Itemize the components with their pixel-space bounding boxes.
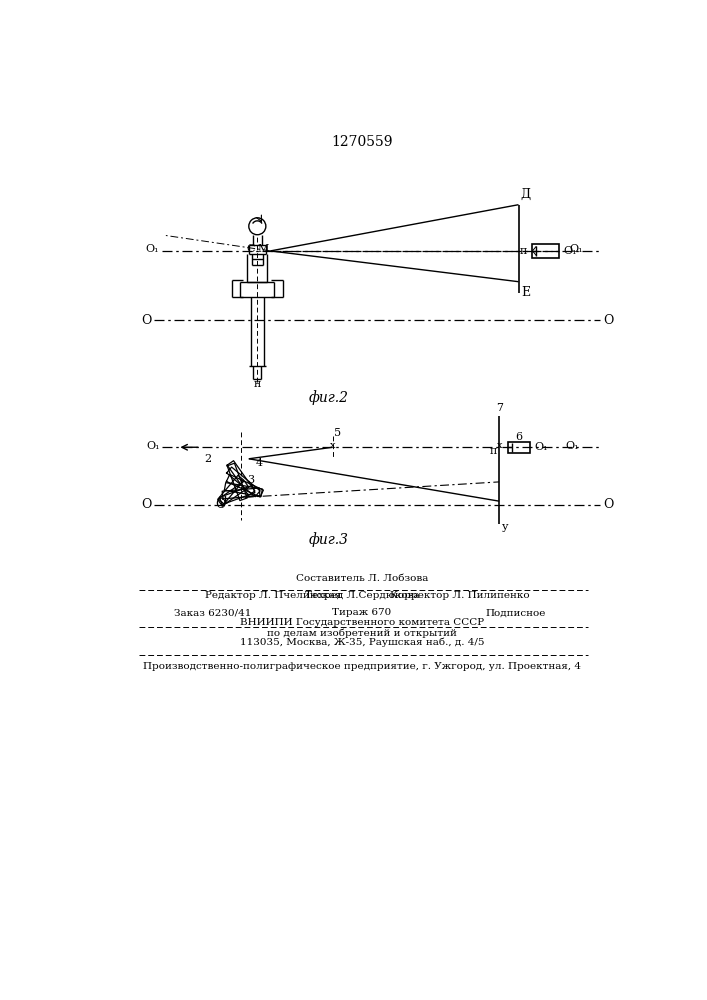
- Text: 7: 7: [496, 403, 503, 413]
- Text: Техред Л.Сердюкова: Техред Л.Сердюкова: [305, 591, 419, 600]
- Text: О: О: [603, 314, 614, 327]
- Text: О: О: [216, 498, 226, 512]
- Text: О₁: О₁: [146, 441, 160, 451]
- Text: Подписное: Подписное: [485, 608, 546, 617]
- Text: О₁: О₁: [563, 246, 577, 256]
- Text: 5: 5: [334, 428, 341, 438]
- Text: п: п: [489, 446, 497, 456]
- Bar: [532, 244, 559, 258]
- Text: у: у: [502, 522, 509, 532]
- Text: Е: Е: [522, 286, 531, 299]
- Text: Д: Д: [521, 188, 531, 201]
- Text: фиг.2: фиг.2: [309, 390, 349, 405]
- Text: 1: 1: [222, 496, 229, 506]
- Text: х: х: [329, 441, 335, 450]
- Text: 6: 6: [515, 432, 523, 442]
- Text: 113035, Москва, Ж-35, Раушская наб., д. 4/5: 113035, Москва, Ж-35, Раушская наб., д. …: [240, 637, 484, 647]
- Text: н: н: [254, 379, 261, 389]
- Text: 4: 4: [255, 458, 262, 468]
- Text: М: М: [258, 244, 269, 254]
- Text: Редактор Л. Пчелинская: Редактор Л. Пчелинская: [204, 591, 341, 600]
- Bar: [508, 442, 530, 453]
- Text: О₁: О₁: [565, 441, 578, 451]
- Text: О₁: О₁: [534, 442, 547, 452]
- Text: фиг.3: фиг.3: [309, 532, 349, 547]
- Text: по делам изобретений и открытий: по делам изобретений и открытий: [267, 628, 457, 638]
- Text: О₁: О₁: [146, 244, 159, 254]
- Text: Тираж 670: Тираж 670: [332, 608, 392, 617]
- Text: ВНИИПИ Государственного комитета СССР: ВНИИПИ Государственного комитета СССР: [240, 618, 484, 627]
- Text: О: О: [603, 498, 614, 512]
- Text: Корректор Л. Пилипенко: Корректор Л. Пилипенко: [390, 591, 530, 600]
- Text: С: С: [246, 244, 255, 254]
- Text: 1270559: 1270559: [331, 135, 392, 149]
- Text: О: О: [141, 498, 152, 512]
- Text: х: х: [496, 441, 502, 450]
- Text: О: О: [141, 314, 152, 327]
- Text: Производственно-полиграфическое предприятие, г. Ужгород, ул. Проектная, 4: Производственно-полиграфическое предприя…: [143, 662, 581, 671]
- Text: 2: 2: [204, 454, 211, 464]
- Text: 3: 3: [247, 475, 255, 485]
- Text: Составитель Л. Лобзова: Составитель Л. Лобзова: [296, 574, 428, 583]
- Text: О₁: О₁: [569, 244, 583, 254]
- Text: Заказ 6230/41: Заказ 6230/41: [174, 608, 251, 617]
- Text: п: п: [520, 246, 527, 256]
